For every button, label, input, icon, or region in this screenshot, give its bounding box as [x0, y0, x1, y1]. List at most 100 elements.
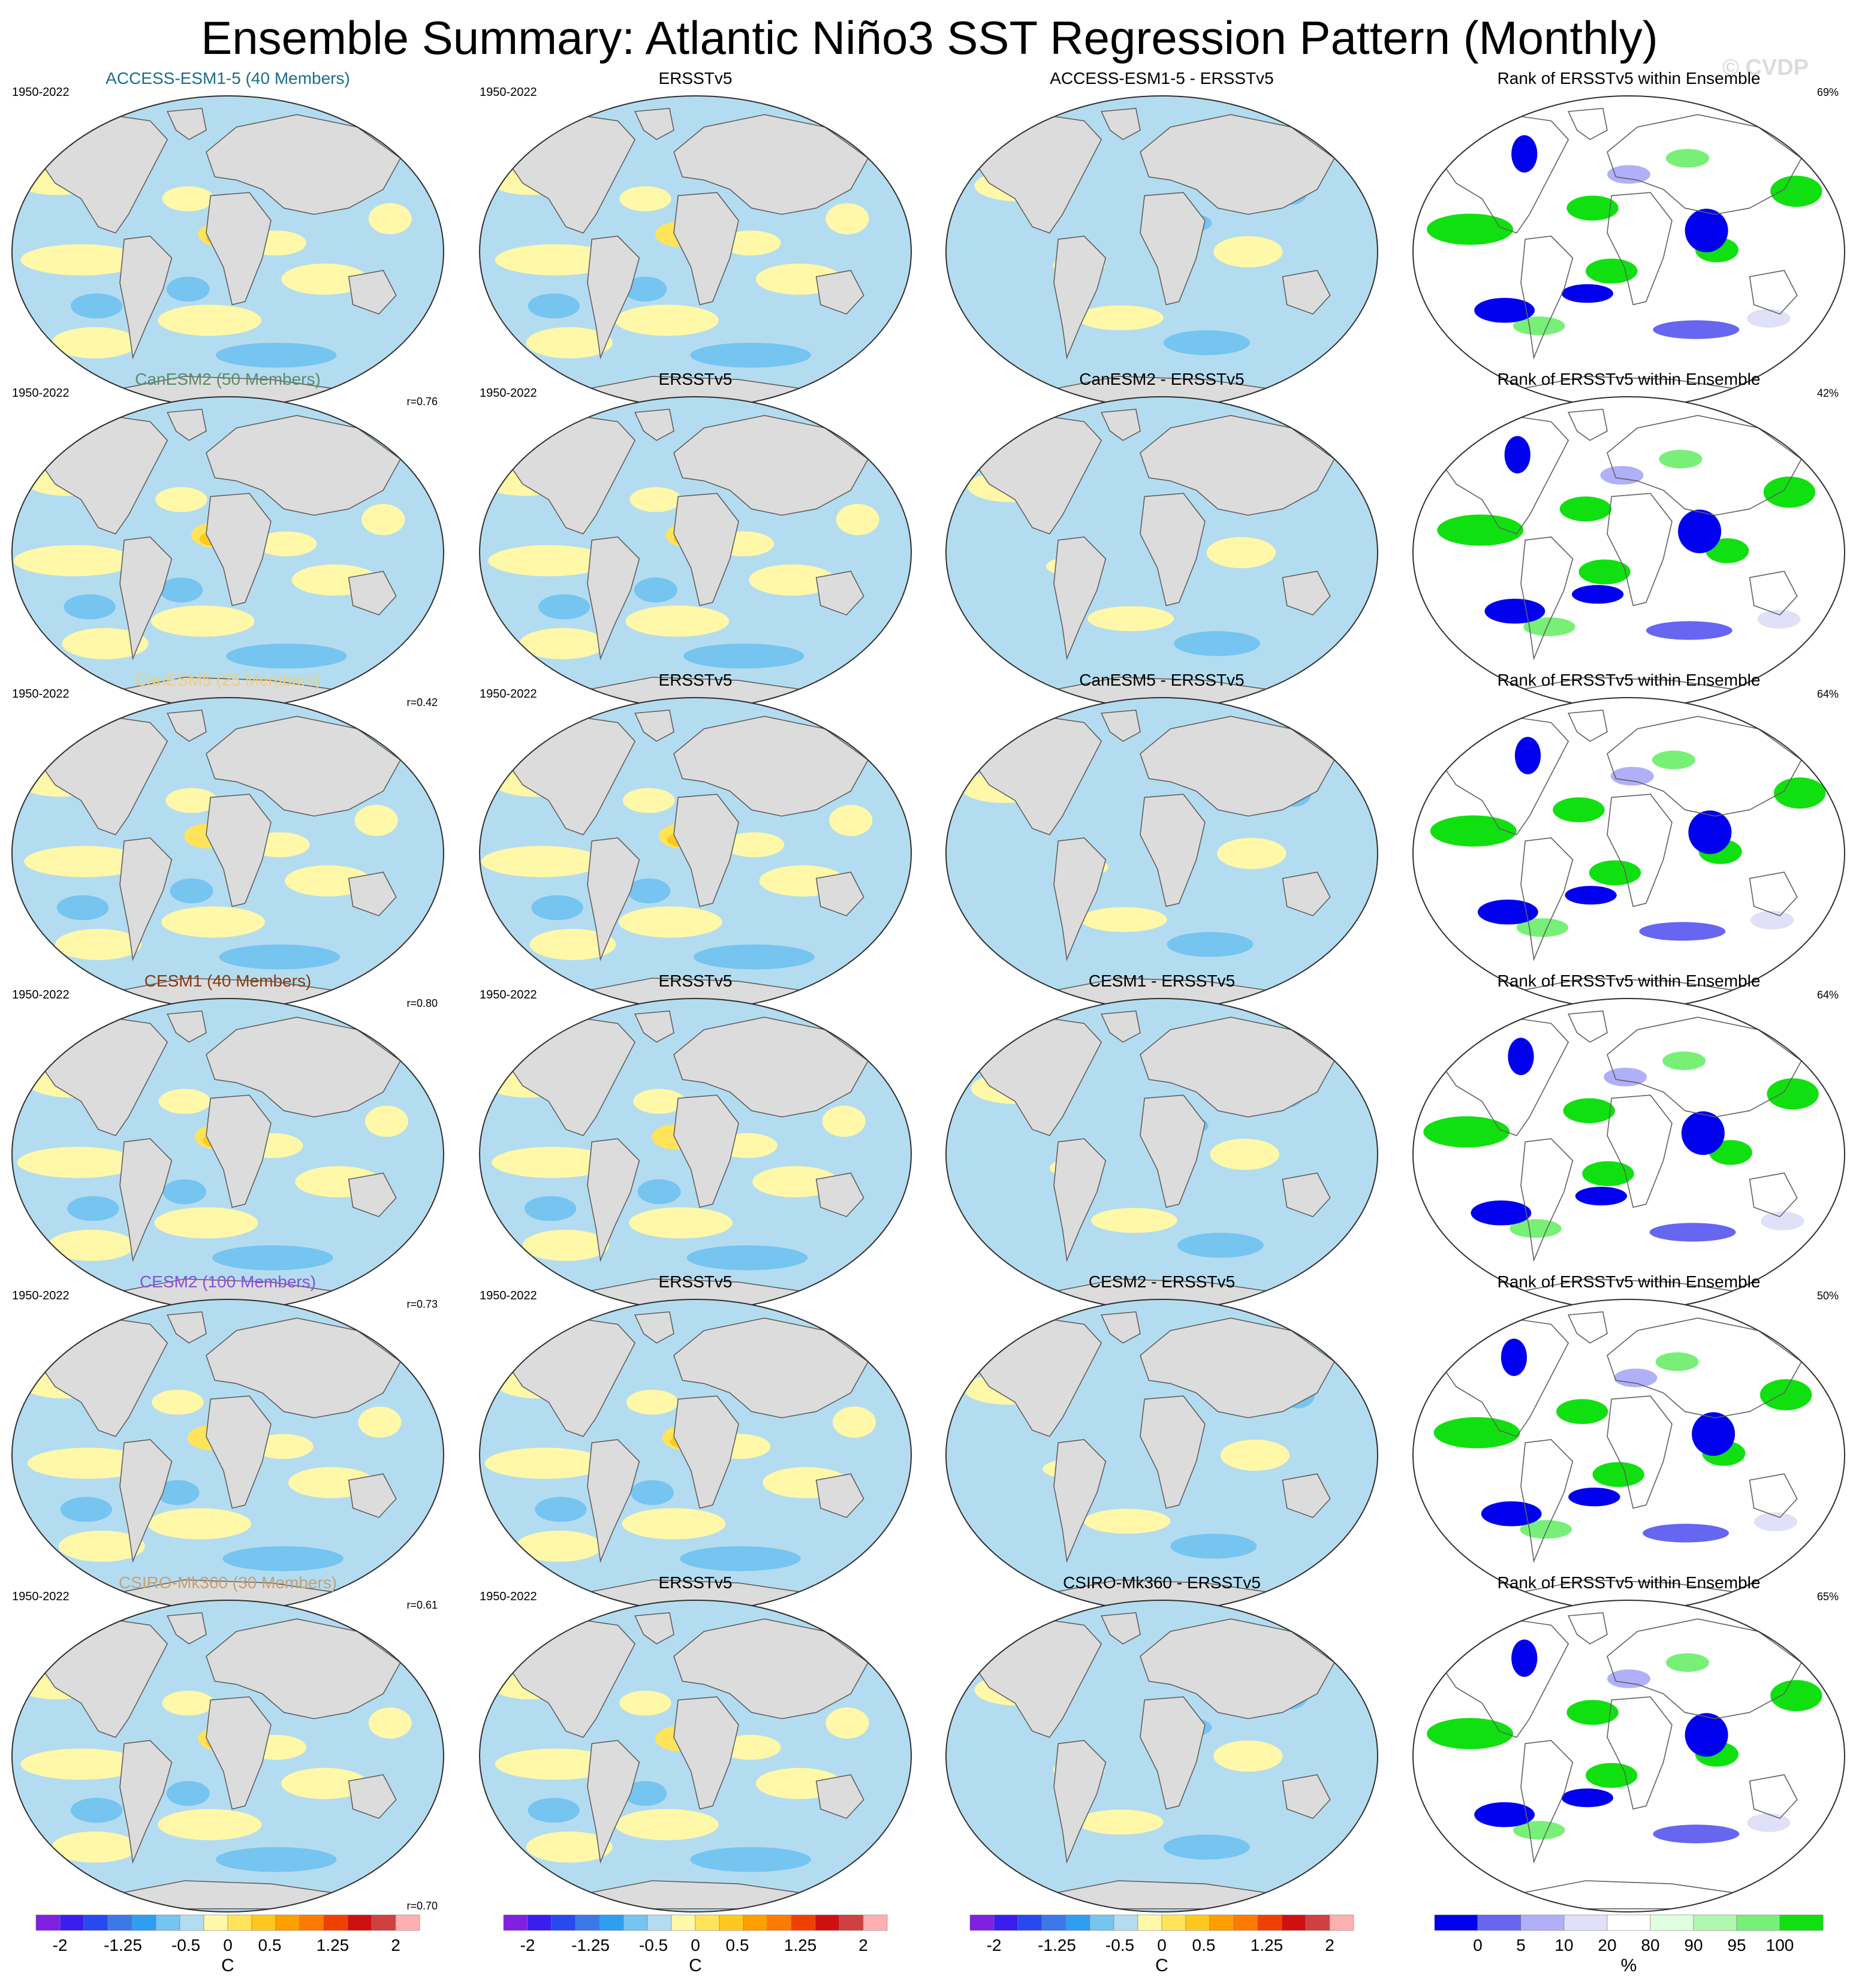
sst-colorbar: -2 -1.25 -0.5 0 0.5 1.25 2 C — [35, 1914, 420, 1975]
pattern-correlation: r=0.70 — [406, 1900, 438, 1912]
model-title: CanESM2 (50 Members) — [135, 370, 321, 388]
observation-title: ERSSTv5 — [659, 1573, 733, 1592]
colorbar-swatch — [815, 1914, 840, 1931]
rank-map: Rank of ERSSTv5 within Ensemble 64% — [1412, 972, 1845, 1311]
colorbar-tick-label: 1.25 — [1251, 1936, 1283, 1954]
observation-map: ERSSTv5 1950-2022 — [479, 1272, 912, 1612]
colorbar-tick-label: 0 — [1157, 1936, 1167, 1954]
period-label: 1950-2022 — [12, 1590, 70, 1603]
colorbar-swatch — [371, 1914, 396, 1931]
colorbar-tick-label: 1.25 — [317, 1936, 349, 1954]
colorbar-swatch — [1434, 1914, 1478, 1931]
colorbar-tick-label: 1.25 — [784, 1936, 817, 1954]
model-title: CSIRO-Mk360 (30 Members) — [119, 1573, 337, 1592]
colorbar-tick-label: -1.25 — [104, 1936, 142, 1954]
difference-title: CESM1 - ERSSTv5 — [1089, 972, 1235, 990]
colorbar-tick-label: 10 — [1554, 1936, 1573, 1954]
map-border — [11, 1600, 444, 1912]
model-title: CanESM5 (25 Members) — [135, 671, 321, 689]
colorbar-swatch — [1305, 1914, 1330, 1931]
colorbar-swatch — [155, 1914, 180, 1931]
colorbar-swatch — [1736, 1914, 1780, 1931]
colorbar-swatch — [1113, 1914, 1138, 1931]
observation-title: ERSSTv5 — [659, 1272, 733, 1291]
colorbar-swatch — [1185, 1914, 1210, 1931]
observation-title: ERSSTv5 — [659, 671, 733, 689]
colorbar-tick-label: 95 — [1727, 1936, 1746, 1954]
colorbar-swatch — [1161, 1914, 1186, 1931]
observation-title: ERSSTv5 — [659, 370, 733, 388]
colorbar-unit: % — [1621, 1956, 1637, 1975]
colorbar-swatch — [1065, 1914, 1090, 1931]
rank-map: Rank of ERSSTv5 within Ensemble 42% — [1412, 370, 1845, 709]
colorbar-swatch — [743, 1914, 768, 1931]
colorbar-tick-label: 90 — [1684, 1936, 1703, 1954]
colorbar-swatch — [179, 1914, 204, 1931]
observation-map: ERSSTv5 1950-2022 — [479, 370, 912, 709]
difference-map: CanESM5 - ERSSTv5 — [945, 671, 1378, 1010]
colorbar-swatch — [1520, 1914, 1565, 1931]
period-label: 1950-2022 — [480, 687, 537, 701]
colorbar-swatch — [527, 1914, 552, 1931]
period-label: 1950-2022 — [480, 1590, 537, 1603]
colorbar-swatch — [863, 1914, 888, 1931]
colorbar-tick-label: 5 — [1516, 1936, 1526, 1954]
rank-map: Rank of ERSSTv5 within Ensemble 64% — [1412, 671, 1845, 1010]
map-border — [1412, 1600, 1845, 1912]
colorbar-tick-label: 2 — [391, 1936, 400, 1954]
colorbar-swatch — [719, 1914, 744, 1931]
model-map: ACCESS-ESM1-5 (40 Members) 1950-2022 r=0.7… — [11, 69, 444, 408]
period-label: 1950-2022 — [480, 988, 537, 1001]
observation-map: ERSSTv5 1950-2022 — [479, 69, 912, 408]
colorbar-swatch — [1329, 1914, 1354, 1931]
colorbar-swatch — [83, 1914, 109, 1931]
colorbar-swatch — [275, 1914, 300, 1931]
colorbar-swatch — [623, 1914, 648, 1931]
period-label: 1950-2022 — [12, 86, 70, 99]
colorbar-swatch — [551, 1914, 576, 1931]
model-title: CESM1 (40 Members) — [144, 972, 312, 990]
difference-map: CanESM2 - ERSSTv5 — [945, 370, 1378, 709]
colorbar-tick-label: -0.5 — [1105, 1936, 1134, 1954]
colorbar-tick-label: 0 — [1473, 1936, 1483, 1954]
colorbar-swatch — [1563, 1914, 1608, 1931]
colorbar-swatch — [59, 1914, 85, 1931]
colorbar-swatch — [1233, 1914, 1258, 1931]
pattern-correlation: r=0.80 — [406, 997, 438, 1009]
colorbar-swatch — [107, 1914, 132, 1931]
rank-title: Rank of ERSSTv5 within Ensemble — [1498, 370, 1761, 388]
difference-title: CanESM2 - ERSSTv5 — [1079, 370, 1244, 388]
pattern-correlation: r=0.61 — [406, 1599, 438, 1611]
colorbar-swatch — [347, 1914, 372, 1931]
observation-map: ERSSTv5 1950-2022 — [479, 1573, 912, 1912]
cvdp-watermark: © CVDP — [1722, 55, 1809, 80]
period-label: 1950-2022 — [12, 1289, 70, 1302]
difference-map: ACCESS-ESM1-5 - ERSSTv5 — [945, 69, 1378, 408]
colorbar-swatch — [1209, 1914, 1234, 1931]
colorbar-tick-label: -1.25 — [1038, 1936, 1076, 1954]
model-map: CSIRO-Mk360 (30 Members) 1950-2022 r=0.70 — [11, 1573, 444, 1912]
colorbar-swatch — [395, 1914, 420, 1931]
colorbar-swatch — [299, 1914, 324, 1931]
rank-map: Rank of ERSSTv5 within Ensemble 65% — [1412, 1573, 1845, 1912]
difference-map: CSIRO-Mk360 - ERSSTv5 — [945, 1573, 1378, 1912]
colorbar-swatch — [791, 1914, 816, 1931]
rank-title: Rank of ERSSTv5 within Ensemble — [1498, 972, 1761, 990]
rank-percent: 64% — [1817, 989, 1839, 1001]
difference-title: CanESM5 - ERSSTv5 — [1079, 671, 1244, 689]
colorbar-tick-label: -0.5 — [171, 1936, 200, 1954]
colorbar-tick-label: -2 — [520, 1936, 535, 1954]
colorbar-tick-label: 0.5 — [1192, 1936, 1216, 1954]
rank-percent: 50% — [1817, 1290, 1839, 1302]
pattern-correlation: r=0.42 — [406, 696, 438, 708]
colorbar-tick-label: 100 — [1766, 1936, 1794, 1954]
colorbar-tick-label: 2 — [858, 1936, 868, 1954]
colorbar-swatch — [35, 1914, 61, 1931]
difference-title: CSIRO-Mk360 - ERSSTv5 — [1063, 1573, 1261, 1592]
observation-title: ERSSTv5 — [659, 972, 733, 990]
model-title: ACCESS-ESM1-5 (40 Members) — [106, 69, 350, 88]
colorbar-swatch — [1693, 1914, 1737, 1931]
difference-title: ACCESS-ESM1-5 - ERSSTv5 — [1050, 69, 1273, 88]
colorbar-tick-label: -2 — [987, 1936, 1002, 1954]
